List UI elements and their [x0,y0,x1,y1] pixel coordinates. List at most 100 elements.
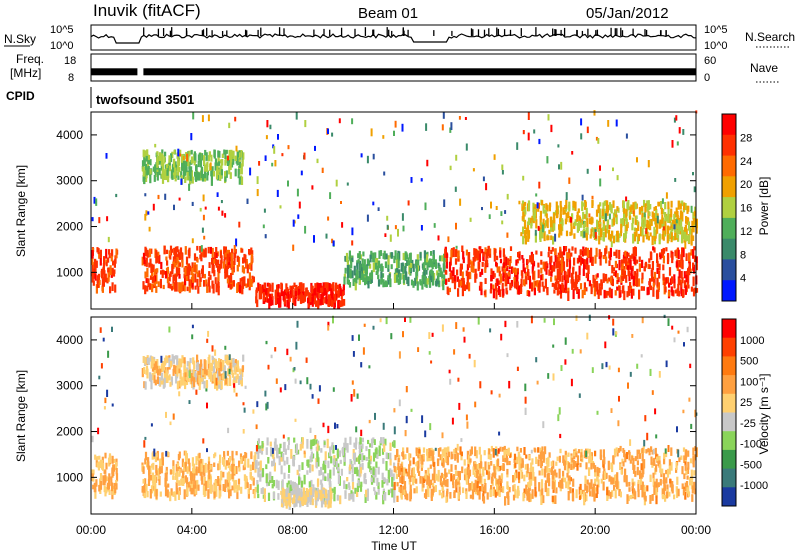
echo-cell [635,215,638,220]
echo-cell [382,281,385,287]
echo-cell [246,198,249,204]
echo-cell [692,249,695,259]
echo-cell [226,262,230,270]
y-tick-label: 4000 [56,128,83,142]
echo-cell [609,288,612,296]
echo-cell [232,358,235,368]
echo-cell [431,276,435,286]
echo-cell [331,288,334,299]
echo-cell [486,492,489,500]
echo-cell [579,349,582,354]
echo-cell [569,487,572,494]
echo-cell [546,473,549,483]
echo-cell [412,477,415,486]
echo-cell [522,235,525,245]
echo-cell [233,257,236,265]
echo-cell [178,480,181,486]
echo-cell [690,235,693,246]
echo-cell [322,282,325,287]
echo-cell [362,251,365,257]
echo-cell [677,234,680,242]
echo-cell [596,410,599,415]
echo-cell [583,222,586,229]
echo-cell [228,482,231,490]
echo-cell [681,229,684,239]
echo-cell [147,211,150,215]
echo-cell [482,496,486,504]
echo-cell [316,456,319,465]
echo-cell [285,283,288,292]
echo-cell [430,452,433,461]
echo-cell [179,149,182,157]
echo-cell [170,488,173,496]
echo-cell [145,278,148,284]
echo-cell [527,132,530,141]
echo-cell [178,282,181,292]
echo-cell [692,264,696,274]
echo-cell [256,189,259,197]
echo-cell [522,211,525,220]
echo-cell [105,153,108,159]
echo-cell [637,278,641,287]
echo-cell [402,252,405,261]
echo-cell [224,376,228,385]
echo-cell [115,193,118,198]
echo-cell [642,224,645,230]
echo-cell [638,207,641,215]
echo-cell [152,276,155,283]
echo-cell [372,201,375,206]
echo-cell [354,467,357,474]
echo-cell [280,465,283,475]
echo-cell [169,381,172,387]
echo-cell [499,480,502,489]
echo-cell [397,258,400,269]
echo-cell [313,487,316,493]
echo-cell [344,437,347,445]
echo-cell [311,394,314,399]
echo-cell [236,360,239,369]
echo-cell [158,168,161,176]
echo-cell [584,201,587,208]
echo-cell [205,380,208,389]
echo-cell [195,389,198,395]
echo-cell [141,486,144,491]
noise-left-tick-top: 10^5 [50,24,74,36]
echo-cell [422,447,426,453]
echo-cell [199,277,202,282]
echo-cell [311,285,314,294]
echo-cell [607,291,610,296]
echo-cell [277,134,279,140]
echo-cell [417,347,420,352]
echo-cell [693,186,696,193]
echo-cell [670,208,673,218]
echo-cell [453,349,456,355]
echo-cell [379,318,382,323]
echo-cell [469,259,472,265]
echo-cell [684,203,687,211]
echo-cell [103,256,106,265]
echo-cell [216,381,219,391]
echo-cell [217,259,220,266]
echo-cell [654,408,657,415]
echo-cell [581,289,584,299]
echo-cell [228,252,231,261]
echo-cell [599,178,602,187]
echo-cell [445,456,448,463]
echo-cell [581,194,584,201]
echo-cell [194,273,197,283]
echo-cell [200,463,203,472]
echo-cell [604,273,607,282]
echo-cell [524,396,527,404]
echo-cell [514,268,517,275]
echo-cell [605,207,609,213]
echo-cell [311,296,314,305]
echo-cell [143,440,146,448]
echo-cell [636,280,639,287]
echo-cell [489,488,492,497]
echo-cell [403,481,407,488]
echo-cell [203,175,207,182]
echo-cell [141,368,144,378]
echo-cell [165,176,168,181]
echo-cell [458,486,461,495]
echo-cell [351,118,354,125]
